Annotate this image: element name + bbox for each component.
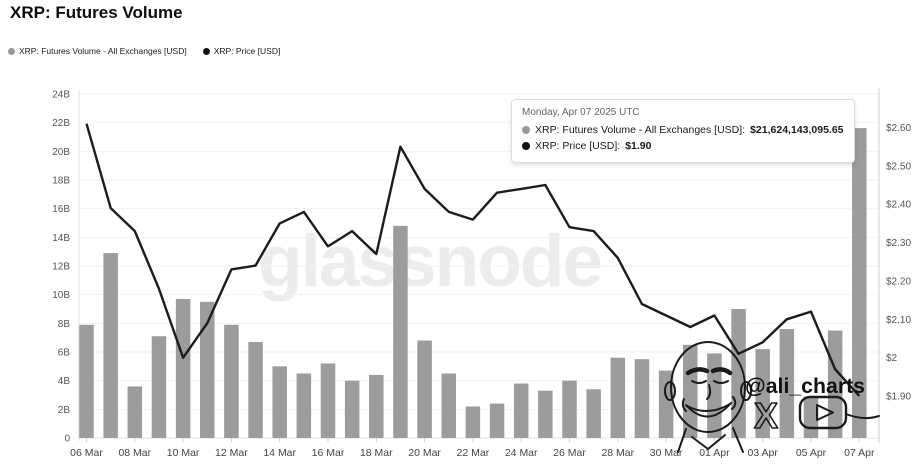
svg-text:$2.30: $2.30 — [886, 238, 911, 249]
chart-tooltip: Monday, Apr 07 2025 UTC XRP: Futures Vol… — [511, 99, 855, 163]
svg-text:4B: 4B — [58, 376, 71, 387]
face-doodle-icon — [664, 341, 752, 453]
tooltip-volume-value: $21,624,143,095.65 — [750, 124, 844, 136]
svg-text:06 Mar: 06 Mar — [70, 447, 103, 459]
svg-text:16 Mar: 16 Mar — [312, 447, 345, 459]
volume-bar[interactable] — [779, 329, 795, 438]
svg-text:22B: 22B — [52, 118, 70, 129]
volume-bar[interactable] — [79, 324, 94, 438]
svg-text:$2.10: $2.10 — [886, 315, 911, 326]
svg-text:$2.50: $2.50 — [886, 161, 911, 172]
svg-text:2B: 2B — [58, 405, 71, 416]
volume-bar[interactable] — [272, 366, 287, 438]
svg-text:07 Apr: 07 Apr — [844, 447, 875, 459]
volume-bar[interactable] — [127, 386, 143, 438]
svg-text:10 Mar: 10 Mar — [167, 447, 200, 459]
y-axis-right-labels: $1.90 $2 $2.10 $2.20 $2.30 $2.40 $2.50 $2.60 — [886, 123, 911, 403]
play-button-icon — [798, 395, 880, 430]
volume-bar[interactable] — [852, 128, 867, 438]
price-line — [85, 123, 861, 397]
volume-bar[interactable] — [610, 357, 626, 438]
svg-text:$2.20: $2.20 — [886, 276, 911, 287]
volume-bar[interactable] — [658, 370, 674, 438]
svg-text:$2.40: $2.40 — [886, 200, 911, 211]
svg-text:16B: 16B — [52, 204, 70, 215]
tooltip-date: Monday, Apr 07 2025 UTC — [522, 107, 640, 118]
svg-text:12B: 12B — [52, 262, 70, 273]
chart-legend: XRP: Futures Volume - All Exchanges [USD… — [8, 46, 280, 56]
tooltip-price-row: XRP: Price [USD]: $1.90 — [522, 138, 844, 154]
volume-bar[interactable] — [538, 390, 553, 438]
legend-item-label: XRP: Futures Volume - All Exchanges [USD… — [19, 46, 187, 56]
tooltip-volume-row: XRP: Futures Volume - All Exchanges [USD… — [522, 122, 844, 138]
legend-item-futures-volume[interactable]: XRP: Futures Volume - All Exchanges [USD… — [8, 46, 187, 56]
svg-text:30 Mar: 30 Mar — [650, 447, 683, 459]
volume-bar[interactable] — [248, 341, 263, 438]
svg-text:14 Mar: 14 Mar — [263, 447, 296, 459]
svg-text:03 Apr: 03 Apr — [748, 447, 779, 459]
volume-bar[interactable] — [489, 403, 505, 438]
svg-text:24B: 24B — [52, 90, 70, 101]
volume-series-dot-icon — [8, 47, 15, 55]
glassnode-watermark: glassnode — [258, 221, 603, 302]
volume-bar[interactable] — [369, 374, 384, 438]
svg-text:$2.60: $2.60 — [886, 123, 911, 134]
svg-text:05 Apr: 05 Apr — [796, 447, 827, 459]
svg-text:$2: $2 — [886, 353, 898, 364]
volume-bar[interactable] — [417, 340, 432, 438]
tooltip-price-value: $1.90 — [625, 140, 652, 152]
svg-text:18B: 18B — [52, 176, 70, 187]
volume-bar[interactable] — [320, 363, 336, 438]
svg-text:28 Mar: 28 Mar — [601, 447, 634, 459]
volume-bar[interactable] — [513, 383, 529, 438]
volume-bar[interactable] — [175, 298, 191, 438]
volume-bar[interactable] — [393, 225, 408, 438]
svg-text:$1.90: $1.90 — [886, 392, 911, 403]
svg-text:8B: 8B — [58, 319, 71, 330]
svg-text:24 Mar: 24 Mar — [505, 447, 538, 459]
svg-text:08 Mar: 08 Mar — [118, 447, 151, 459]
volume-bar[interactable] — [103, 253, 118, 438]
svg-text:18 Mar: 18 Mar — [360, 447, 393, 459]
volume-bar[interactable] — [151, 336, 167, 438]
x-logo-icon: X — [754, 395, 778, 436]
volume-bar[interactable] — [441, 373, 457, 439]
volume-bar[interactable] — [344, 380, 360, 438]
volume-bar[interactable] — [562, 380, 577, 438]
price-series-dot-icon — [522, 142, 530, 150]
volume-bar[interactable] — [586, 389, 601, 438]
page-title: XRP: Futures Volume — [10, 3, 183, 22]
volume-bar[interactable] — [296, 373, 312, 439]
volume-series-dot-icon — [522, 126, 530, 134]
ali-charts-handle: @ali_charts — [745, 375, 865, 398]
svg-text:01 Apr: 01 Apr — [699, 447, 730, 459]
tooltip-price-label: XRP: Price [USD]: — [535, 140, 621, 152]
volume-bar[interactable] — [200, 301, 215, 438]
volume-bar[interactable] — [634, 359, 650, 438]
volume-bar[interactable] — [465, 406, 481, 438]
x-axis-labels: 06 Mar 08 Mar 10 Mar 12 Mar 14 Mar 16 Mar 18 M… — [70, 438, 875, 459]
price-series-dot-icon — [202, 47, 210, 55]
svg-text:14B: 14B — [52, 233, 70, 244]
svg-text:22 Mar: 22 Mar — [457, 447, 490, 459]
tooltip-volume-label: XRP: Futures Volume - All Exchanges [USD… — [535, 124, 746, 136]
svg-text:20B: 20B — [52, 147, 70, 158]
legend-item-price[interactable]: XRP: Price [USD] — [202, 46, 281, 56]
svg-text:12 Mar: 12 Mar — [215, 447, 248, 459]
legend-item-label: XRP: Price [USD] — [213, 46, 281, 56]
ali-charts-doodle: @ali_charts X — [664, 341, 880, 453]
svg-text:6B: 6B — [58, 348, 71, 359]
svg-text:20 Mar: 20 Mar — [408, 447, 441, 459]
svg-text:0: 0 — [64, 434, 70, 445]
svg-text:26 Mar: 26 Mar — [553, 447, 586, 459]
volume-bar[interactable] — [755, 349, 770, 438]
volume-bar[interactable] — [224, 324, 239, 438]
y-axis-left-labels: 0 2B 4B 6B 8B 10B 12B 14B 16B 18B 20B 22B 24B — [52, 90, 70, 445]
svg-text:10B: 10B — [52, 290, 70, 301]
